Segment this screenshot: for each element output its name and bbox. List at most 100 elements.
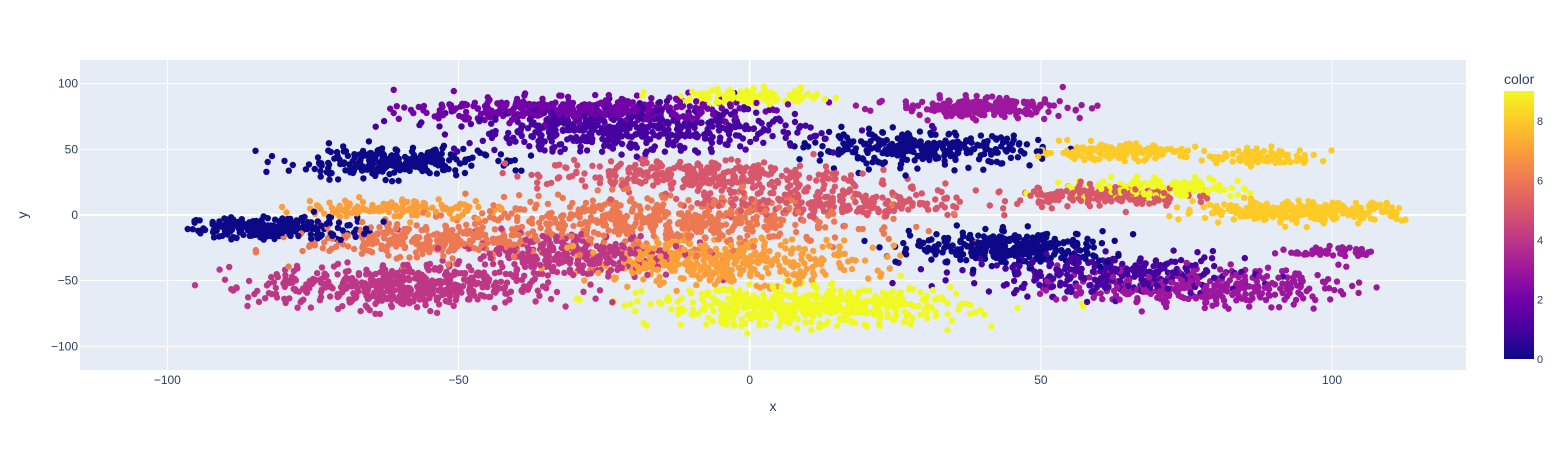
scatter-point (1083, 240, 1089, 246)
scatter-point (900, 240, 906, 246)
scatter-point (283, 209, 289, 215)
scatter-point (1349, 283, 1355, 289)
scatter-point (1201, 148, 1207, 154)
scatter-point (570, 138, 576, 144)
scatter-point (744, 232, 750, 238)
scatter-point (1011, 278, 1017, 284)
scatter-point (759, 303, 765, 309)
scatter-point (579, 177, 585, 183)
scatter-point (411, 198, 417, 204)
scatter-point (638, 225, 644, 231)
scatter-point (1168, 258, 1174, 264)
scatter-point (263, 169, 269, 175)
scatter-point (973, 187, 979, 193)
scatter-point (753, 110, 759, 116)
scatter-point (1026, 162, 1032, 168)
scatter-point (273, 285, 279, 291)
scatter-point (1248, 196, 1254, 202)
scatter-point (703, 321, 709, 327)
scatter-point (458, 123, 464, 129)
scatter-point (1009, 264, 1015, 270)
scatter-point (624, 284, 630, 290)
scatter-point (751, 243, 757, 249)
scatter-point (260, 213, 266, 219)
scatter-point (621, 302, 627, 308)
scatter-point (326, 140, 332, 146)
scatter-point (486, 131, 492, 137)
scatter-point (950, 203, 956, 209)
scatter-point (965, 235, 971, 241)
scatter-point (941, 158, 947, 164)
scatter-point (406, 254, 412, 260)
scatter-point (688, 204, 694, 210)
scatter-point (767, 190, 773, 196)
scatter-point (510, 231, 516, 237)
scatter-point (514, 218, 520, 224)
scatter-point (810, 248, 816, 254)
scatter-point (986, 288, 992, 294)
scatter-point (391, 87, 397, 93)
scatter-point (566, 215, 572, 221)
scatter-point (1090, 288, 1096, 294)
scatter-point (673, 288, 679, 294)
scatter-point (1202, 300, 1208, 306)
scatter-point (1180, 150, 1186, 156)
scatter-point (1334, 278, 1340, 284)
scatter-point (1343, 264, 1349, 270)
scatter-point (498, 260, 504, 266)
scatter-point (1263, 297, 1269, 303)
scatter-point (687, 241, 693, 247)
scatter-point (549, 138, 555, 144)
scatter-point (658, 301, 664, 307)
scatter-point (359, 219, 365, 225)
scatter-point (381, 235, 387, 241)
scatter-point (314, 270, 320, 276)
scatter-point (703, 130, 709, 136)
scatter-point (1257, 294, 1263, 300)
scatter-point (801, 260, 807, 266)
scatter-point (394, 103, 400, 109)
scatter-point (557, 149, 563, 155)
scatter-point (339, 303, 345, 309)
scatter-point (1044, 150, 1050, 156)
scatter-point (254, 288, 260, 294)
scatter-point (1166, 213, 1172, 219)
scatter-point (944, 327, 950, 333)
scatter-point (792, 222, 798, 228)
scatter-point (1304, 288, 1310, 294)
scatter-point (942, 277, 948, 283)
scatter-point (1041, 116, 1047, 122)
scatter-point (592, 296, 598, 302)
scatter-point (823, 163, 829, 169)
scatter-point (866, 166, 872, 172)
scatter-point (275, 274, 281, 280)
scatter-point (545, 279, 551, 285)
scatter-point (891, 317, 897, 323)
scatter-point (345, 268, 351, 274)
scatter-point (798, 84, 804, 90)
scatter-point (1192, 294, 1198, 300)
scatter-point (462, 191, 468, 197)
scatter-point (842, 223, 848, 229)
scatter-point (1108, 174, 1114, 180)
scatter-point (1300, 295, 1306, 301)
scatter-point (1174, 204, 1180, 210)
scatter-point (446, 101, 452, 107)
scatter-point (618, 97, 624, 103)
scatter-point (741, 190, 747, 196)
scatter-point (949, 242, 955, 248)
scatter-point (863, 160, 869, 166)
scatter-point (1001, 282, 1007, 288)
scatter-point (490, 202, 496, 208)
scatter-point (782, 122, 788, 128)
scatter-point (783, 135, 789, 141)
scatter-point (774, 178, 780, 184)
scatter-point (779, 173, 785, 179)
scatter-point (356, 270, 362, 276)
scatter-point (446, 157, 452, 163)
scatter-point (752, 238, 758, 244)
scatter-point (976, 142, 982, 148)
scatter-point (554, 289, 560, 295)
scatter-point (987, 202, 993, 208)
scatter-point (826, 129, 832, 135)
